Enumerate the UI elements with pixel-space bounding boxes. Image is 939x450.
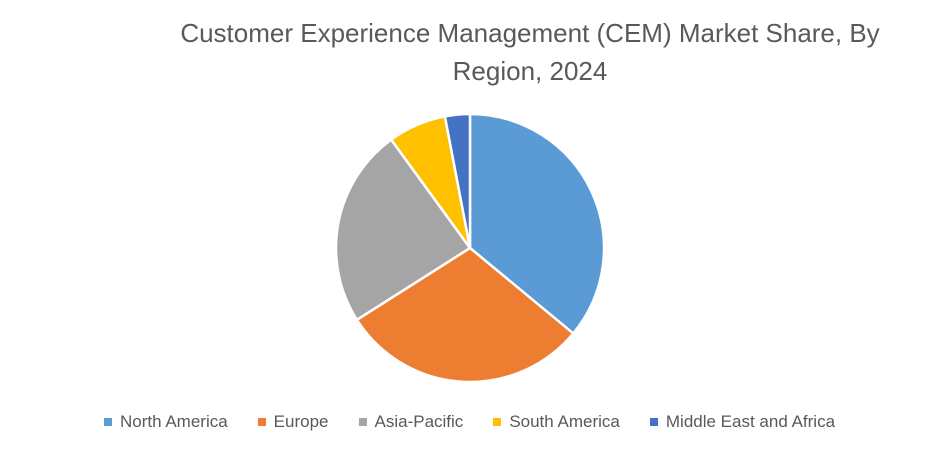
pie-slice-asia-pacific (334, 138, 472, 322)
legend-swatch (493, 418, 502, 426)
legend: North America Europe Asia-Pacific South Ame… (0, 412, 939, 432)
legend-item-middle-east-and-africa: Middle East and Africa (649, 412, 836, 432)
pie-slice-north-america (468, 112, 606, 335)
legend-swatch (649, 418, 658, 426)
legend-label: South America (509, 412, 620, 431)
legend-label: Middle East and Africa (665, 412, 836, 431)
pie-slice-europe (355, 246, 575, 384)
legend-swatch (103, 418, 112, 426)
legend-label: Asia-Pacific (374, 412, 464, 431)
legend-swatch (358, 418, 367, 426)
legend-label: Europe (273, 412, 329, 431)
legend-swatch (257, 418, 266, 426)
legend-item-asia-pacific: Asia-Pacific (358, 412, 464, 432)
pie-slice-middle-east-and-africa (443, 112, 472, 250)
legend-label: North America (119, 412, 228, 431)
chart-title: Customer Experience Management (CEM) Mar… (180, 18, 880, 86)
legend-item-europe: Europe (257, 412, 329, 432)
legend-item-south-america: South America (493, 412, 620, 432)
legend-item-north-america: North America (103, 412, 228, 432)
